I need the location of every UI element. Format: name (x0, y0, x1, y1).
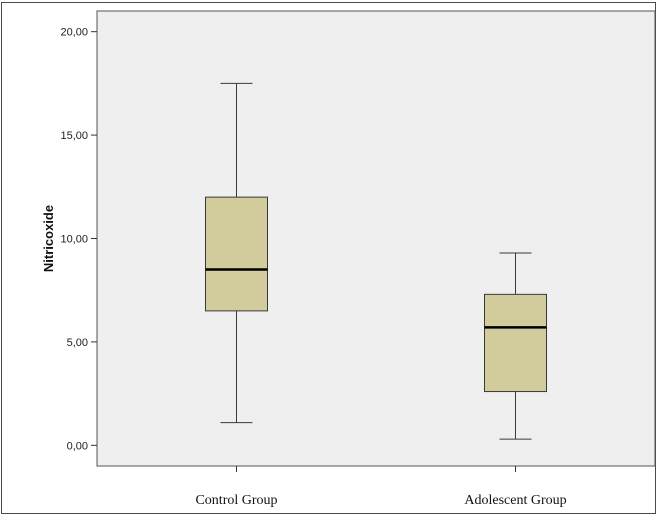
box-iqr (485, 294, 547, 391)
x-category-label: Control Group (195, 493, 277, 508)
plot-area (97, 11, 655, 466)
y-tick-label: 15,00 (60, 130, 88, 142)
x-category-label: Adolescent Group (464, 493, 566, 508)
y-tick-label: 5,00 (67, 337, 88, 349)
y-axis-label: Nitricoxide (41, 205, 56, 272)
y-tick-label: 10,00 (60, 234, 88, 246)
y-tick-label: 20,00 (60, 27, 88, 39)
y-tick-label: 0,00 (67, 440, 88, 452)
box-iqr (206, 197, 268, 311)
boxplot-chart: 0,00 5,00 10,00 15,00 20,00 Nitricoxide Contro… (2, 3, 657, 515)
